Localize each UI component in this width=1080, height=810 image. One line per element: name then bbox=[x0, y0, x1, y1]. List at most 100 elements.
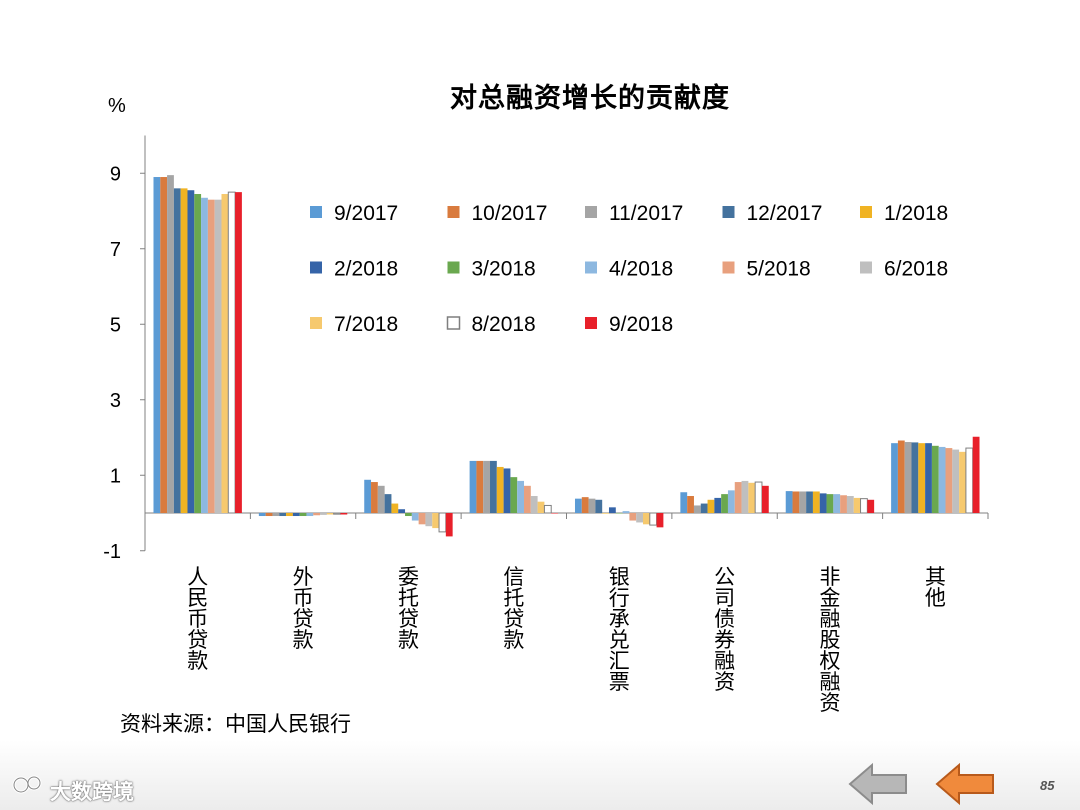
bar bbox=[860, 498, 868, 514]
bar bbox=[714, 497, 722, 513]
legend-swatch bbox=[860, 206, 872, 218]
x-category-label: 外币贷款 bbox=[293, 566, 314, 652]
bar bbox=[425, 513, 433, 527]
bar bbox=[636, 513, 643, 523]
bar bbox=[530, 496, 538, 513]
bar bbox=[194, 194, 202, 513]
legend-label: 10/2017 bbox=[472, 202, 548, 225]
bar bbox=[173, 188, 181, 513]
y-tick-label: -1 bbox=[103, 541, 121, 563]
y-tick-label: 7 bbox=[110, 239, 121, 261]
y-tick-label: 9 bbox=[110, 163, 121, 185]
previous-slide-arrow-icon[interactable] bbox=[848, 762, 910, 806]
bar bbox=[286, 513, 293, 517]
bar bbox=[833, 494, 841, 513]
watermark-logo-icon bbox=[12, 775, 42, 794]
bar bbox=[333, 512, 341, 515]
bar bbox=[445, 513, 453, 537]
bar bbox=[167, 175, 174, 513]
next-slide-arrow-icon[interactable] bbox=[935, 762, 997, 806]
legend-label: 7/2018 bbox=[334, 313, 398, 336]
bar bbox=[819, 493, 827, 513]
legend-swatch bbox=[585, 261, 597, 274]
bar bbox=[904, 442, 912, 513]
bar bbox=[551, 513, 559, 514]
x-category-label: 信托贷款 bbox=[503, 566, 524, 652]
bar bbox=[292, 513, 300, 517]
bar bbox=[826, 494, 834, 513]
bar bbox=[313, 513, 321, 516]
bar bbox=[952, 449, 960, 513]
bar bbox=[227, 191, 236, 514]
source-note: 资料来源：中国人民银行 bbox=[120, 713, 351, 736]
legend-swatch bbox=[585, 206, 597, 218]
legend-label: 9/2018 bbox=[609, 313, 673, 336]
bar bbox=[517, 480, 525, 513]
legend-label: 3/2018 bbox=[472, 258, 536, 281]
x-category-label: 委托贷款 bbox=[398, 566, 419, 652]
bar bbox=[469, 460, 477, 513]
legend-swatch bbox=[310, 206, 322, 218]
bar bbox=[615, 513, 623, 514]
bar bbox=[510, 477, 518, 513]
bar bbox=[306, 513, 314, 517]
x-category-label: 公司债券融资 bbox=[714, 566, 735, 694]
bar bbox=[972, 436, 980, 513]
bar bbox=[812, 491, 820, 513]
bar bbox=[265, 513, 273, 517]
bar bbox=[853, 497, 861, 513]
bar bbox=[299, 513, 307, 517]
y-tick-label: 3 bbox=[110, 390, 121, 412]
bar bbox=[799, 491, 807, 513]
bar bbox=[364, 479, 372, 513]
bar bbox=[911, 442, 919, 513]
legend-swatch bbox=[860, 261, 872, 274]
bar bbox=[201, 197, 208, 513]
x-category-label: 非金融股权融资 bbox=[819, 566, 840, 715]
bar bbox=[340, 513, 348, 515]
bar bbox=[214, 199, 222, 514]
legend-swatch bbox=[310, 261, 322, 274]
bar bbox=[785, 491, 793, 513]
bar bbox=[503, 468, 511, 513]
bar bbox=[687, 496, 694, 513]
bar bbox=[792, 491, 800, 513]
legend-label: 2/2018 bbox=[334, 258, 398, 281]
legend-label: 12/2017 bbox=[747, 202, 823, 225]
bar bbox=[483, 460, 491, 513]
bar bbox=[588, 498, 596, 513]
bar bbox=[734, 482, 742, 513]
slide-footer-band bbox=[0, 740, 1080, 810]
bar bbox=[160, 177, 168, 513]
x-category-label: 其他 bbox=[925, 566, 946, 610]
bar bbox=[595, 499, 603, 513]
bar bbox=[476, 460, 484, 513]
y-tick-label: 1 bbox=[110, 465, 121, 487]
bar bbox=[965, 447, 974, 514]
bar bbox=[748, 482, 756, 513]
bar bbox=[320, 513, 327, 515]
bar bbox=[649, 512, 658, 526]
bar bbox=[235, 192, 242, 513]
bar bbox=[543, 504, 552, 514]
bar bbox=[377, 485, 385, 513]
bar bbox=[411, 513, 419, 521]
y-tick-label: 5 bbox=[110, 314, 121, 336]
bar bbox=[700, 503, 708, 513]
bar bbox=[574, 498, 582, 513]
legend-label: 8/2018 bbox=[472, 313, 536, 336]
bar bbox=[938, 446, 946, 513]
legend-label: 5/2018 bbox=[747, 258, 811, 281]
bar bbox=[707, 499, 715, 513]
bar bbox=[602, 513, 609, 514]
bar bbox=[581, 497, 589, 513]
bar bbox=[693, 505, 701, 513]
legend-swatch bbox=[585, 317, 597, 329]
bar bbox=[391, 503, 399, 513]
bar bbox=[727, 490, 735, 513]
legend-swatch bbox=[447, 206, 460, 218]
bar bbox=[931, 445, 939, 513]
bar bbox=[656, 513, 664, 528]
bar bbox=[432, 513, 440, 529]
legend-swatch bbox=[447, 261, 460, 274]
